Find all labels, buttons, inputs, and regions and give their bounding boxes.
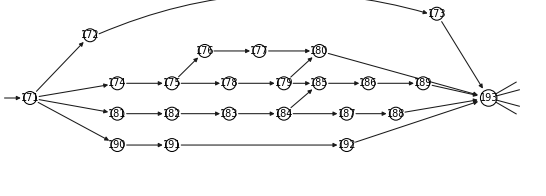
Text: 178: 178 [220,78,239,88]
Ellipse shape [253,44,266,57]
Text: 193: 193 [479,93,498,103]
Text: 173: 173 [428,9,446,19]
Text: 175: 175 [163,78,181,88]
Text: 190: 190 [108,140,127,150]
Text: 171: 171 [21,93,39,103]
Ellipse shape [430,7,443,20]
Text: 189: 189 [414,78,432,88]
Ellipse shape [84,29,97,42]
Ellipse shape [277,107,290,120]
Ellipse shape [417,77,430,90]
Text: 177: 177 [250,46,269,56]
Ellipse shape [111,139,124,152]
Ellipse shape [165,77,179,90]
Text: 187: 187 [337,109,356,119]
Ellipse shape [313,77,326,90]
Ellipse shape [165,107,179,120]
Text: 186: 186 [359,78,378,88]
Ellipse shape [23,92,37,104]
Ellipse shape [111,107,124,120]
Text: 179: 179 [275,78,293,88]
Ellipse shape [340,139,353,152]
Text: 176: 176 [195,46,214,56]
Text: 180: 180 [310,46,329,56]
Ellipse shape [340,107,353,120]
Text: 184: 184 [275,109,293,119]
Ellipse shape [198,44,211,57]
Text: 188: 188 [387,109,405,119]
Text: 192: 192 [337,140,356,150]
Ellipse shape [277,77,290,90]
Ellipse shape [165,139,179,152]
Text: 174: 174 [108,78,127,88]
Text: 191: 191 [163,140,181,150]
Ellipse shape [223,77,236,90]
Text: 181: 181 [108,109,127,119]
Ellipse shape [480,90,497,106]
Text: 183: 183 [220,109,239,119]
Ellipse shape [389,107,402,120]
Text: 182: 182 [163,109,181,119]
Ellipse shape [362,77,375,90]
Ellipse shape [111,77,124,90]
Ellipse shape [223,107,236,120]
Text: 172: 172 [81,30,99,40]
Text: 185: 185 [310,78,329,88]
Ellipse shape [313,44,326,57]
